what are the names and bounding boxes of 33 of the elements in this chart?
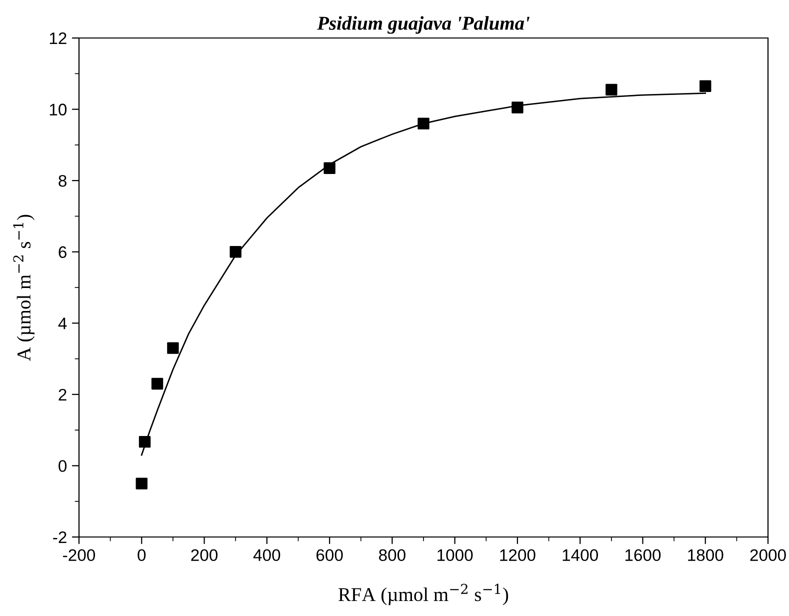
x-tick-label: -200 [63, 549, 96, 562]
x-tick-label: 1400 [562, 549, 598, 562]
x-tick-label: 200 [191, 549, 218, 562]
y-axis-title: A (µmol m$^{−2}$ s$^{−1}$) [13, 214, 34, 362]
y-tick-label: 4 [58, 318, 67, 330]
point [512, 102, 524, 114]
y-tick-label: 10 [50, 104, 67, 116]
point [136, 478, 148, 490]
y-tick-label: 0 [58, 460, 67, 472]
x-tick-label: 1600 [625, 549, 661, 562]
x-tick-label: 600 [316, 549, 343, 562]
y-tick-label: -2 [53, 531, 66, 544]
y-tick-label: 12 [50, 32, 66, 44]
chart-title: Psidium guajava 'Paluma' [317, 16, 530, 34]
y-tick-label: 8 [58, 174, 66, 187]
y-tick-label: 6 [58, 246, 66, 258]
x-tick-label: 1000 [438, 549, 473, 562]
point [138, 436, 151, 448]
point [151, 378, 164, 390]
x-axis-title: RFA (µmol m$^{−2}$ s$^{−1}$) [338, 584, 508, 606]
point [606, 84, 618, 96]
point [418, 118, 430, 130]
y-tick-label: 2 [58, 388, 66, 400]
x-tick-label: 1800 [688, 549, 724, 562]
point [230, 246, 242, 258]
point [324, 162, 336, 174]
point [700, 80, 712, 92]
x-tick-label: 400 [253, 549, 280, 562]
x-tick-label: 2000 [750, 549, 786, 562]
x-tick-label: 800 [379, 549, 406, 562]
point [167, 342, 179, 354]
x-tick-label: 0 [138, 549, 146, 562]
x-tick-label: 1200 [500, 549, 536, 562]
